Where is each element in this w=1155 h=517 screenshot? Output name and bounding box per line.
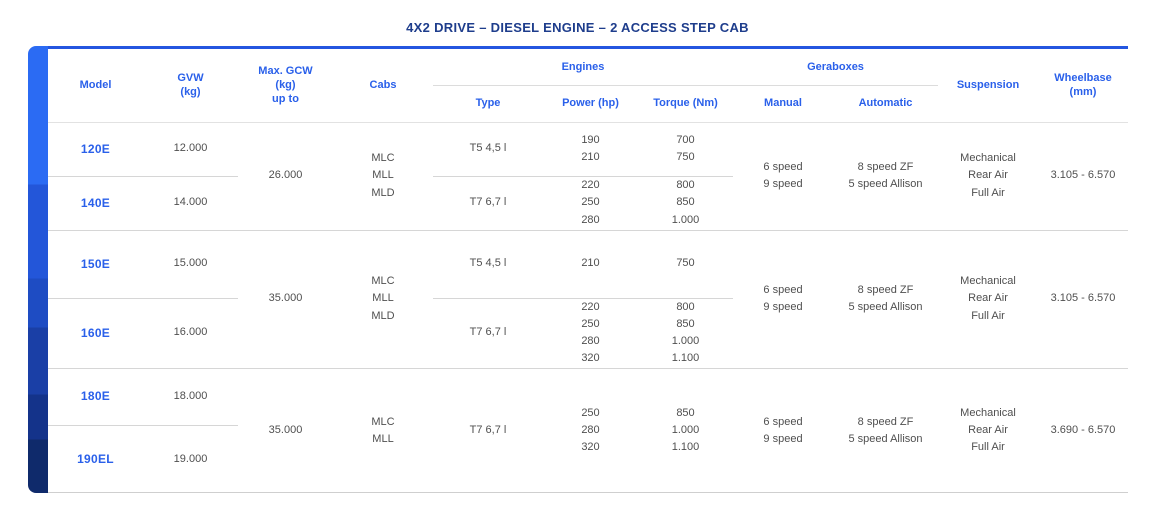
cell-gvw-160e: 16.000 bbox=[143, 298, 238, 369]
cell-model-190el: 190EL bbox=[77, 451, 114, 466]
accent-gradient-bar bbox=[28, 46, 48, 493]
cell-automatic-block2: 8 speed ZF 5 speed Allison bbox=[833, 230, 938, 369]
cell-torque-140e: 800 850 1.000 bbox=[638, 176, 733, 231]
cell-engine-type-120e: T5 4,5 l bbox=[433, 122, 543, 177]
cell-model-150e: 150E bbox=[48, 230, 143, 299]
cell-automatic-block1: 8 speed ZF 5 speed Allison bbox=[833, 122, 938, 231]
col-group-engines: Engines bbox=[433, 49, 733, 86]
col-header-gvw: GVW (kg) bbox=[143, 49, 238, 123]
cell-wheelbase-block2: 3.105 - 6.570 bbox=[1038, 230, 1128, 369]
col-header-cabs: Cabs bbox=[333, 49, 433, 123]
col-header-suspension: Suspension bbox=[938, 49, 1038, 123]
cell-torque-block3: 850 1.000 1.100 bbox=[671, 407, 700, 454]
cell-suspension-block2: Mechanical Rear Air Full Air bbox=[938, 230, 1038, 369]
cell-power-140e: 220 250 280 bbox=[543, 176, 638, 231]
cell-torque-120e: 700 750 bbox=[638, 122, 733, 177]
cell-wheelbase-block3: 3.690 - 6.570 bbox=[1050, 424, 1116, 437]
cell-manual-block2: 6 speed 9 speed bbox=[733, 230, 833, 369]
cell-gvw-120e: 12.000 bbox=[143, 122, 238, 177]
cell-gcw-block1: 26.000 bbox=[238, 122, 333, 231]
col-header-power: Power (hp) bbox=[543, 85, 638, 123]
cell-gvw-140e: 14.000 bbox=[143, 176, 238, 231]
cell-power-120e: 190 210 bbox=[543, 122, 638, 177]
page-title: 4X2 DRIVE – DIESEL ENGINE – 2 ACCESS STE… bbox=[406, 20, 749, 35]
col-header-wheelbase: Wheelbase (mm) bbox=[1038, 49, 1128, 123]
col-header-automatic: Automatic bbox=[833, 85, 938, 123]
col-header-torque: Torque (Nm) bbox=[638, 85, 733, 123]
cell-engine-type-block3: T7 6,7 l bbox=[469, 424, 507, 437]
cell-model-120e: 120E bbox=[48, 122, 143, 177]
cell-cabs-block2: MLC MLL MLD bbox=[333, 230, 433, 369]
cell-suspension-block1: Mechanical Rear Air Full Air bbox=[938, 122, 1038, 231]
cell-engine-type-150e: T5 4,5 l bbox=[433, 230, 543, 299]
cell-manual-block3: 6 speed 9 speed bbox=[763, 415, 803, 445]
cell-gcw-block3: 35.000 bbox=[268, 424, 303, 437]
col-header-manual: Manual bbox=[733, 85, 833, 123]
cell-engine-type-140e: T7 6,7 l bbox=[433, 176, 543, 231]
cell-model-160e: 160E bbox=[48, 298, 143, 369]
cell-gvw-150e: 15.000 bbox=[143, 230, 238, 299]
cell-cabs-block1: MLC MLL MLD bbox=[333, 122, 433, 231]
cell-torque-150e: 750 bbox=[638, 230, 733, 299]
col-header-model: Model bbox=[48, 49, 143, 123]
cell-cabs-block3: MLC MLL bbox=[371, 415, 395, 445]
col-group-gearboxes: Geraboxes bbox=[733, 49, 938, 86]
spec-table-panel: Model GVW (kg) Max. GCW (kg) up to Cabs … bbox=[28, 46, 1128, 493]
cell-gcw-block2: 35.000 bbox=[238, 230, 333, 369]
col-header-gcw: Max. GCW (kg) up to bbox=[238, 49, 333, 123]
cell-gvw-180e: 18.000 bbox=[143, 368, 238, 426]
cell-gvw-190el: 19.000 bbox=[173, 452, 208, 465]
cell-model-140e: 140E bbox=[48, 176, 143, 231]
cell-engine-type-160e: T7 6,7 l bbox=[433, 298, 543, 369]
cell-torque-160e: 800 850 1.000 1.100 bbox=[638, 298, 733, 369]
cell-automatic-block3: 8 speed ZF 5 speed Allison bbox=[848, 415, 923, 445]
cell-wheelbase-block1: 3.105 - 6.570 bbox=[1038, 122, 1128, 231]
cell-model-180e: 180E bbox=[48, 368, 143, 426]
cell-power-150e: 210 bbox=[543, 230, 638, 299]
col-header-engine-type: Type bbox=[433, 85, 543, 123]
cell-manual-block1: 6 speed 9 speed bbox=[733, 122, 833, 231]
cell-power-block3: 250 280 320 bbox=[581, 407, 600, 454]
spec-table: Model GVW (kg) Max. GCW (kg) up to Cabs … bbox=[48, 46, 1128, 493]
cell-power-160e: 220 250 280 320 bbox=[543, 298, 638, 369]
cell-suspension-block3: Mechanical Rear Air Full Air bbox=[960, 407, 1016, 454]
